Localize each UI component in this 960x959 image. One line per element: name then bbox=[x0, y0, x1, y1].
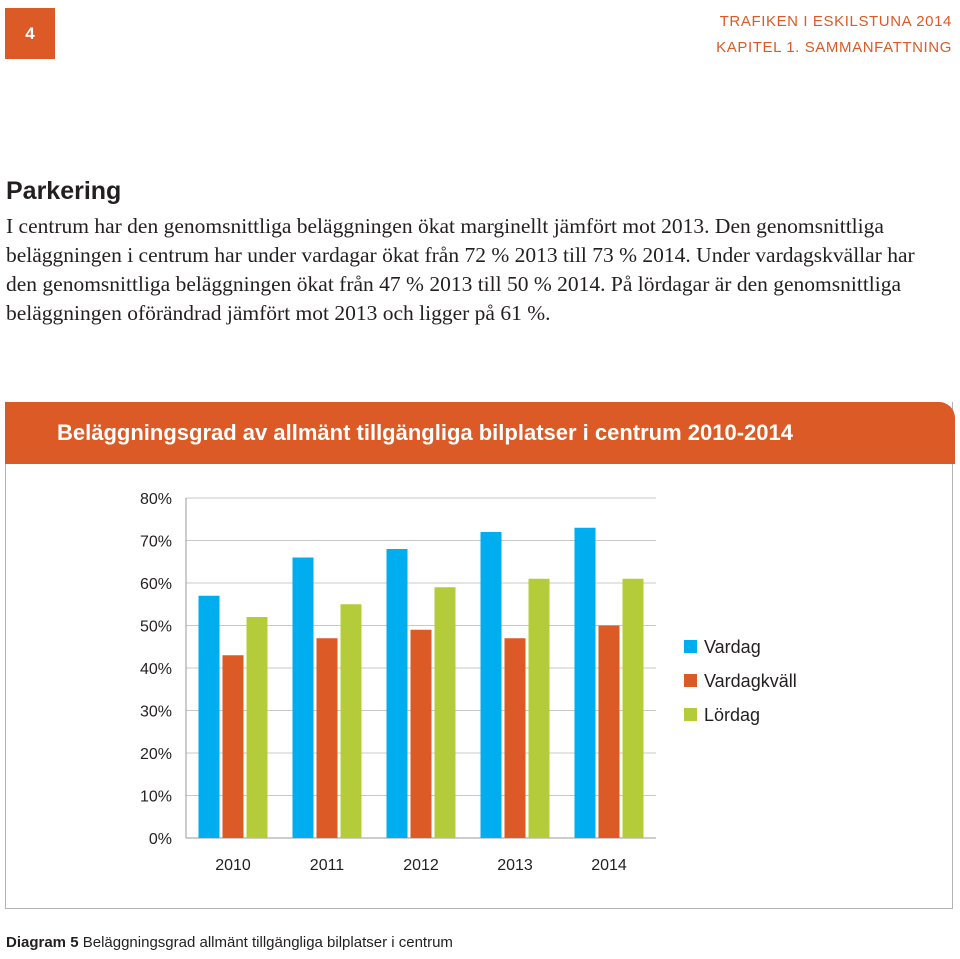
bar-lördag-2014 bbox=[622, 578, 644, 838]
bar-lördag-2012 bbox=[434, 587, 456, 838]
y-tick-label: 50% bbox=[140, 619, 172, 636]
bar-lördag-2013 bbox=[528, 578, 550, 838]
bar-vardag-2012 bbox=[386, 549, 408, 838]
legend-swatch-vardagkväll bbox=[684, 674, 697, 687]
x-tick-label: 2010 bbox=[215, 857, 251, 874]
y-tick-label: 10% bbox=[140, 789, 172, 806]
running-header: TRAFIKEN I ESKILSTUNA 2014 KAPITEL 1. SA… bbox=[716, 9, 952, 60]
bar-vardag-2013 bbox=[480, 532, 502, 838]
bar-vardagkväll-2012 bbox=[410, 629, 432, 838]
legend-swatch-vardag bbox=[684, 640, 697, 653]
figure-caption: Diagram 5 Beläggningsgrad allmänt tillgä… bbox=[6, 934, 453, 951]
x-tick-label: 2012 bbox=[403, 857, 439, 874]
bar-vardagkväll-2014 bbox=[598, 625, 620, 838]
caption-label: Diagram 5 bbox=[6, 934, 79, 951]
bar-vardagkväll-2013 bbox=[504, 638, 526, 838]
y-tick-label: 60% bbox=[140, 576, 172, 593]
legend-label: Lördag bbox=[704, 705, 760, 725]
y-tick-label: 20% bbox=[140, 746, 172, 763]
y-tick-label: 40% bbox=[140, 661, 172, 678]
x-tick-label: 2014 bbox=[591, 857, 627, 874]
bar-vardagkväll-2010 bbox=[222, 655, 244, 838]
x-tick-label: 2011 bbox=[310, 857, 345, 874]
legend-swatch-lördag bbox=[684, 708, 697, 721]
x-tick-label: 2013 bbox=[497, 857, 533, 874]
section-paragraph: I centrum har den genomsnittliga beläggn… bbox=[6, 214, 915, 325]
bar-vardag-2010 bbox=[198, 595, 220, 838]
bar-lördag-2011 bbox=[340, 604, 362, 838]
y-tick-label: 70% bbox=[140, 534, 172, 551]
y-tick-label: 0% bbox=[149, 831, 172, 848]
bar-vardag-2011 bbox=[292, 557, 314, 838]
header-publication-title: TRAFIKEN I ESKILSTUNA 2014 bbox=[719, 13, 952, 30]
bar-lördag-2010 bbox=[246, 617, 268, 838]
legend-label: Vardagkväll bbox=[704, 671, 797, 691]
bar-vardagkväll-2011 bbox=[316, 638, 338, 838]
bar-vardag-2014 bbox=[574, 527, 596, 838]
y-tick-label: 30% bbox=[140, 704, 172, 721]
chart-frame bbox=[5, 402, 953, 909]
section-title: Parkering bbox=[6, 177, 122, 205]
caption-text: Beläggningsgrad allmänt tillgängliga bil… bbox=[82, 934, 453, 951]
header-chapter-title: KAPITEL 1. SAMMANFATTNING bbox=[716, 38, 952, 56]
chart-title: Beläggningsgrad av allmänt tillgängliga … bbox=[5, 402, 955, 464]
y-tick-label: 80% bbox=[140, 491, 172, 508]
page-number-badge: 4 bbox=[5, 8, 55, 59]
legend-label: Vardag bbox=[704, 637, 761, 657]
